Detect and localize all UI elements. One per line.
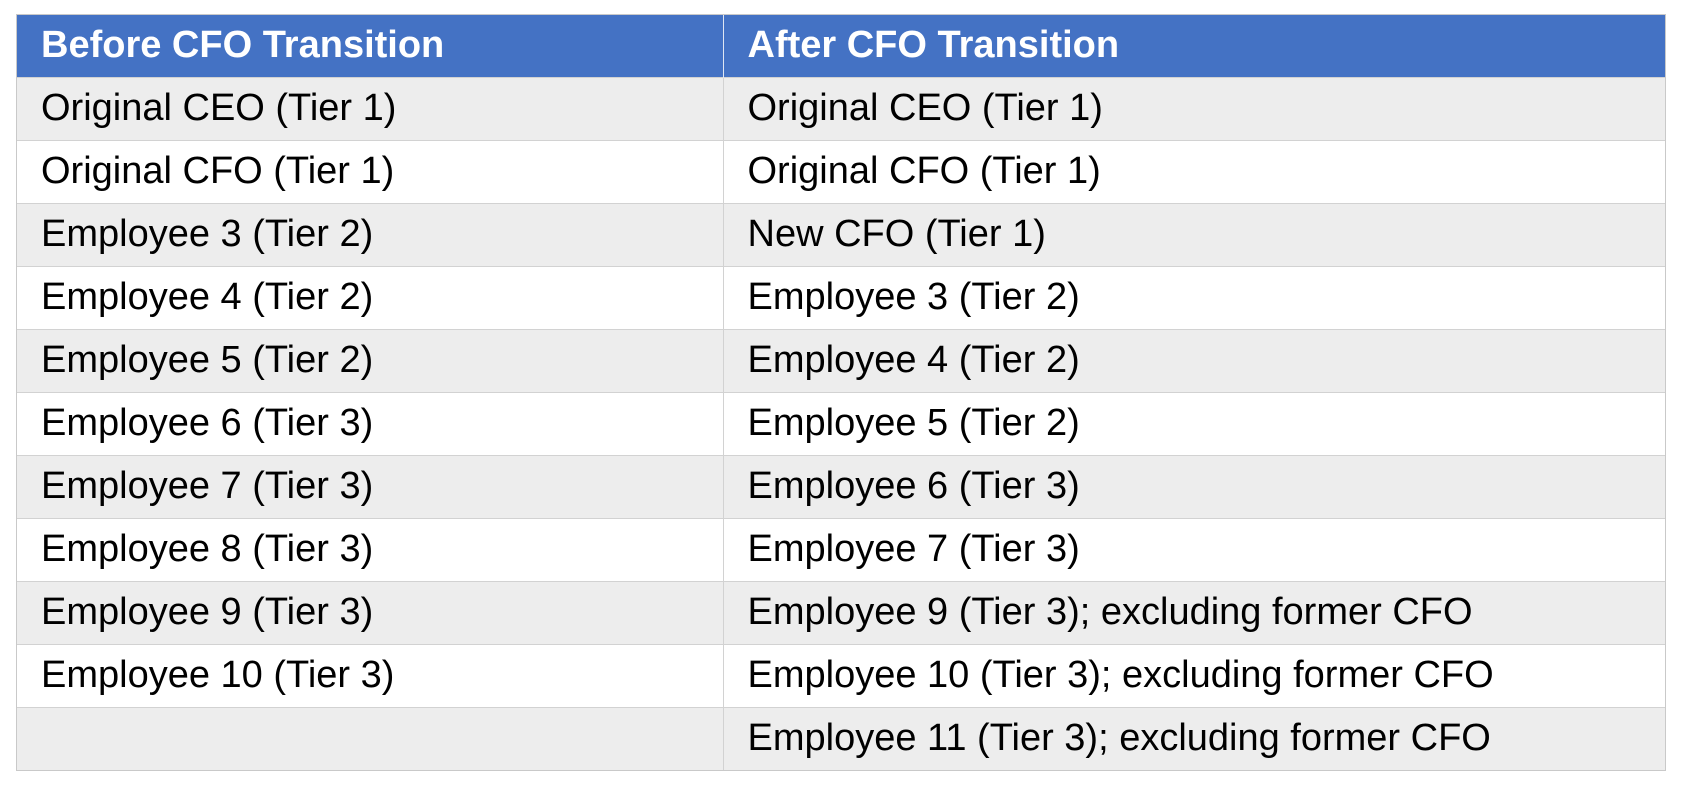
table-row: Employee 5 (Tier 2) Employee 4 (Tier 2) (17, 328, 1665, 392)
table-row: Employee 6 (Tier 3) Employee 5 (Tier 2) (17, 391, 1665, 455)
header-before: Before CFO Transition (17, 15, 724, 77)
cell-before: Original CFO (Tier 1) (17, 139, 724, 203)
cell-before (17, 706, 724, 770)
cell-after: Employee 7 (Tier 3) (723, 517, 1665, 581)
cell-after: Employee 9 (Tier 3); excluding former CF… (723, 580, 1665, 644)
cell-after: Original CEO (Tier 1) (723, 76, 1665, 140)
cell-before: Employee 5 (Tier 2) (17, 328, 724, 392)
cell-after: Employee 5 (Tier 2) (723, 391, 1665, 455)
cell-after: Original CFO (Tier 1) (723, 139, 1665, 203)
table-header-row: Before CFO Transition After CFO Transiti… (17, 15, 1665, 77)
cell-after: Employee 6 (Tier 3) (723, 454, 1665, 518)
table-row: Employee 11 (Tier 3); excluding former C… (17, 706, 1665, 770)
comparison-table: Before CFO Transition After CFO Transiti… (16, 14, 1666, 771)
table-row: Employee 8 (Tier 3) Employee 7 (Tier 3) (17, 517, 1665, 581)
cell-before: Employee 4 (Tier 2) (17, 265, 724, 329)
cell-before: Employee 3 (Tier 2) (17, 202, 724, 266)
cell-after: Employee 3 (Tier 2) (723, 265, 1665, 329)
table-row: Employee 7 (Tier 3) Employee 6 (Tier 3) (17, 454, 1665, 518)
cell-before: Employee 9 (Tier 3) (17, 580, 724, 644)
cell-after: New CFO (Tier 1) (723, 202, 1665, 266)
cell-before: Employee 7 (Tier 3) (17, 454, 724, 518)
cell-after: Employee 10 (Tier 3); excluding former C… (723, 643, 1665, 707)
header-after: After CFO Transition (723, 15, 1665, 77)
table-row: Employee 4 (Tier 2) Employee 3 (Tier 2) (17, 265, 1665, 329)
cell-before: Employee 10 (Tier 3) (17, 643, 724, 707)
table-row: Employee 9 (Tier 3) Employee 9 (Tier 3);… (17, 580, 1665, 644)
table-row: Original CFO (Tier 1) Original CFO (Tier… (17, 139, 1665, 203)
cell-before: Employee 8 (Tier 3) (17, 517, 724, 581)
cell-after: Employee 4 (Tier 2) (723, 328, 1665, 392)
table-row: Employee 3 (Tier 2) New CFO (Tier 1) (17, 202, 1665, 266)
cell-after: Employee 11 (Tier 3); excluding former C… (723, 706, 1665, 770)
table-row: Employee 10 (Tier 3) Employee 10 (Tier 3… (17, 643, 1665, 707)
cell-before: Original CEO (Tier 1) (17, 76, 724, 140)
cell-before: Employee 6 (Tier 3) (17, 391, 724, 455)
table-row: Original CEO (Tier 1) Original CEO (Tier… (17, 76, 1665, 140)
cfo-transition-table: Before CFO Transition After CFO Transiti… (17, 15, 1665, 770)
